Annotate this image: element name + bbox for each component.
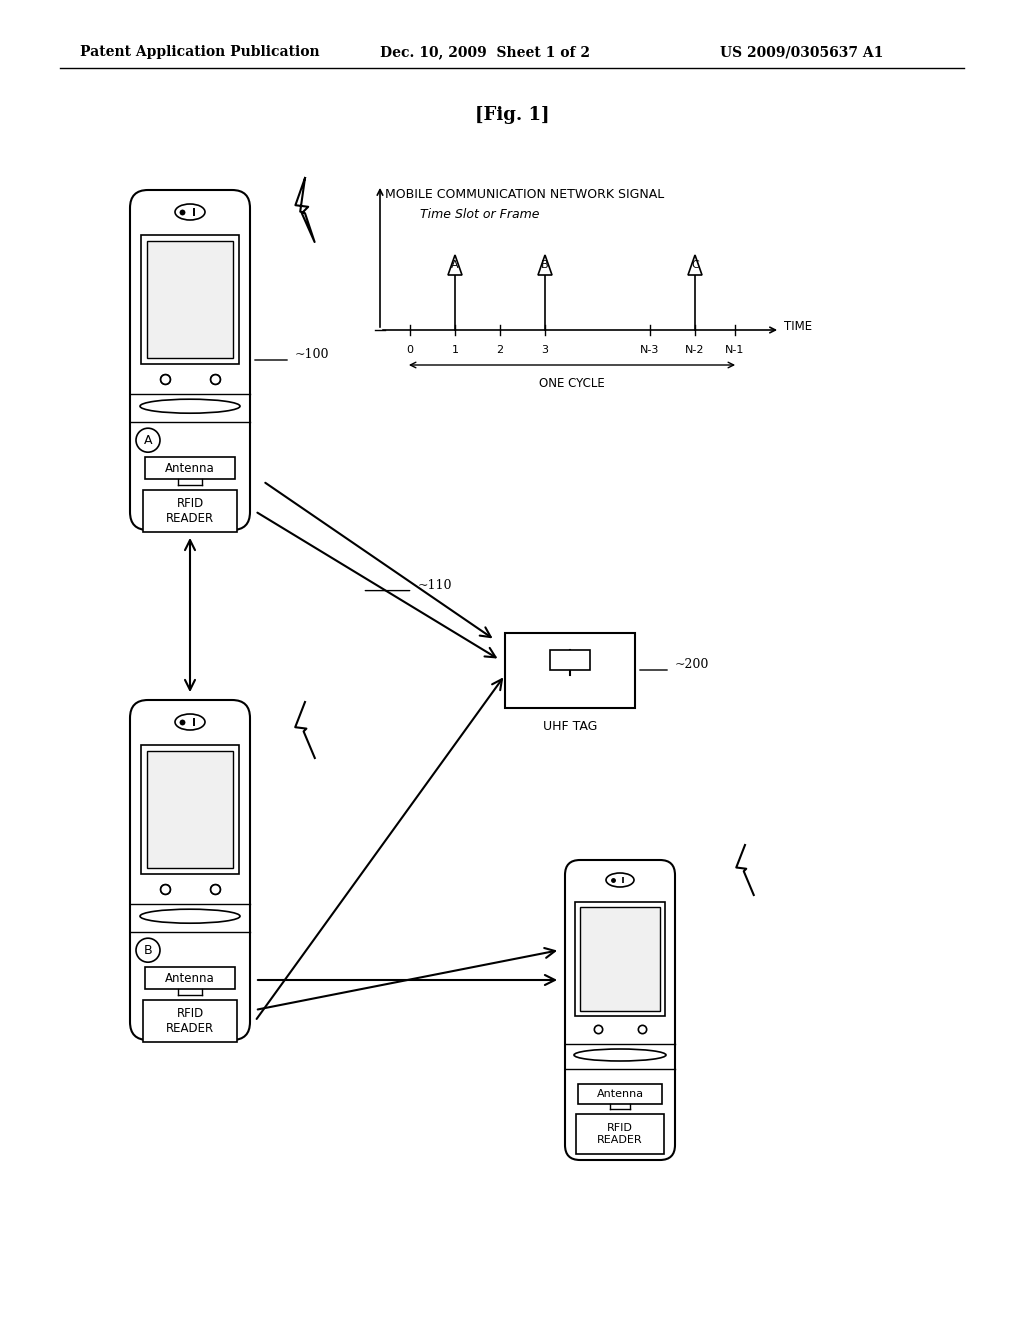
Ellipse shape bbox=[140, 399, 240, 413]
Text: 2: 2 bbox=[497, 345, 504, 355]
Text: 3: 3 bbox=[542, 345, 549, 355]
Text: B: B bbox=[143, 944, 153, 957]
FancyBboxPatch shape bbox=[130, 700, 250, 1040]
Bar bbox=[141, 235, 239, 364]
Text: N-2: N-2 bbox=[685, 345, 705, 355]
Text: Antenna: Antenna bbox=[165, 462, 215, 475]
Polygon shape bbox=[449, 255, 462, 275]
Bar bbox=[141, 744, 239, 874]
Text: N-1: N-1 bbox=[725, 345, 744, 355]
Text: RFID
READER: RFID READER bbox=[166, 1007, 214, 1035]
Text: MOBILE COMMUNICATION NETWORK SIGNAL: MOBILE COMMUNICATION NETWORK SIGNAL bbox=[385, 189, 665, 202]
Text: US 2009/0305637 A1: US 2009/0305637 A1 bbox=[720, 45, 884, 59]
Ellipse shape bbox=[175, 714, 205, 730]
Text: ~200: ~200 bbox=[675, 659, 710, 672]
Text: Antenna: Antenna bbox=[596, 1089, 643, 1100]
Text: ~100: ~100 bbox=[295, 347, 330, 360]
FancyBboxPatch shape bbox=[565, 861, 675, 1160]
Ellipse shape bbox=[574, 1049, 666, 1061]
Text: N-3: N-3 bbox=[640, 345, 659, 355]
Bar bbox=[580, 907, 660, 1011]
Bar bbox=[145, 457, 234, 479]
Bar bbox=[143, 1001, 237, 1043]
Text: Patent Application Publication: Patent Application Publication bbox=[80, 45, 319, 59]
Bar bbox=[578, 1084, 662, 1104]
FancyBboxPatch shape bbox=[130, 190, 250, 531]
Bar bbox=[143, 490, 237, 532]
Text: TIME: TIME bbox=[784, 319, 812, 333]
Text: C: C bbox=[691, 260, 698, 271]
Text: ~110: ~110 bbox=[418, 579, 452, 593]
Text: Antenna: Antenna bbox=[165, 972, 215, 985]
Text: UHF TAG: UHF TAG bbox=[543, 719, 597, 733]
Text: 1: 1 bbox=[452, 345, 459, 355]
Circle shape bbox=[136, 428, 160, 453]
Bar bbox=[575, 1114, 664, 1154]
Bar bbox=[575, 902, 665, 1016]
Text: B: B bbox=[542, 260, 549, 271]
Text: RFID
READER: RFID READER bbox=[597, 1123, 643, 1144]
Ellipse shape bbox=[140, 909, 240, 923]
Ellipse shape bbox=[606, 873, 634, 887]
Polygon shape bbox=[538, 255, 552, 275]
Ellipse shape bbox=[175, 205, 205, 220]
Polygon shape bbox=[688, 255, 702, 275]
Text: Dec. 10, 2009  Sheet 1 of 2: Dec. 10, 2009 Sheet 1 of 2 bbox=[380, 45, 590, 59]
Bar bbox=[147, 751, 233, 869]
Text: A: A bbox=[143, 434, 153, 446]
Text: 0: 0 bbox=[407, 345, 414, 355]
Text: RFID
READER: RFID READER bbox=[166, 498, 214, 525]
Text: Time Slot or Frame: Time Slot or Frame bbox=[420, 209, 540, 222]
Bar bbox=[145, 968, 234, 989]
Text: A: A bbox=[452, 260, 459, 271]
Bar bbox=[550, 649, 590, 671]
Circle shape bbox=[136, 939, 160, 962]
Text: [Fig. 1]: [Fig. 1] bbox=[475, 106, 549, 124]
Bar bbox=[505, 632, 635, 708]
Bar bbox=[147, 242, 233, 358]
Text: ONE CYCLE: ONE CYCLE bbox=[539, 378, 605, 389]
